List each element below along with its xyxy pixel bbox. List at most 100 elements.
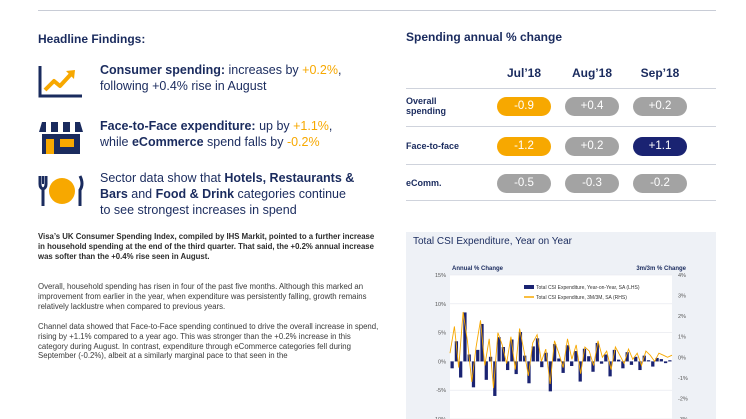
bar-yoy [463, 312, 467, 362]
bar-yoy [604, 354, 608, 362]
right-tick-label: -2% [678, 396, 688, 402]
right-tick-label: 4% [678, 273, 686, 279]
right-axis-title: 3m/3m % Change [636, 266, 686, 272]
body-paragraph-1: Overall, household spending has risen in… [38, 282, 367, 311]
bar-yoy [493, 361, 497, 396]
bar-yoy [480, 323, 484, 362]
bar-yoy [450, 361, 454, 369]
bar-yoy [595, 342, 599, 362]
value-badge: +0.4 [565, 97, 619, 116]
bar-yoy [638, 361, 642, 371]
value-badge: -0.9 [497, 97, 551, 116]
left-tick-label: 15% [435, 273, 446, 279]
row-label-face-to-face: Face-to-face [406, 141, 460, 151]
trend-up-chart-icon [36, 62, 86, 102]
legend-label-yoy: Total CSI Expenditure, Year-on-Year, SA … [536, 285, 640, 291]
value-badge: -0.3 [565, 174, 619, 193]
bar-yoy [540, 361, 544, 368]
top-divider [38, 10, 716, 11]
body-paragraph-2: Channel data showed that Face-to-Face sp… [38, 322, 379, 361]
right-tick-label: 2% [678, 314, 686, 320]
table-divider [406, 88, 716, 89]
bar-yoy [655, 357, 659, 362]
bar-yoy [651, 361, 655, 367]
bar-yoy [557, 358, 561, 362]
bar-yoy [582, 348, 587, 362]
bar-yoy [471, 361, 476, 388]
bar-yoy [591, 361, 595, 372]
value-badge: +1.1 [633, 137, 687, 156]
column-header-sep: Sep’18 [640, 66, 680, 80]
bar-yoy [484, 361, 488, 380]
table-divider [406, 126, 716, 127]
right-tick-label: 0% [678, 355, 686, 361]
finding-sectors: Sector data show that Hotels, Restaurant… [36, 170, 354, 218]
right-tick-label: -3% [678, 417, 688, 419]
right-tick-label: 3% [678, 294, 686, 300]
bar-yoy [668, 360, 672, 362]
legend-swatch-yoy [524, 285, 534, 289]
line-3m3m [449, 311, 673, 389]
bar-yoy [454, 341, 459, 362]
bar-yoy [659, 359, 663, 362]
bar-yoy [459, 361, 463, 378]
row-label-overall: Overall spending [406, 96, 446, 116]
bar-yoy [476, 349, 480, 362]
bar-yoy [608, 361, 612, 377]
column-header-jul: Jul’18 [506, 66, 542, 80]
bar-yoy [501, 347, 505, 362]
table-divider [406, 200, 716, 201]
bar-yoy [510, 339, 514, 362]
finding-face-to-face-text: Face-to-Face expenditure: up by +1.1%, w… [100, 119, 333, 149]
cutlery-plate-icon [36, 170, 86, 210]
bar-yoy [531, 346, 535, 362]
bar-yoy [634, 356, 638, 362]
row-label-ecomm: eComm. [406, 178, 442, 188]
bar-yoy [497, 337, 501, 362]
finding-face-to-face: Face-to-Face expenditure: up by +1.1%, w… [36, 118, 332, 158]
bar-yoy [544, 352, 548, 362]
bar-yoy [617, 359, 621, 362]
plot-area [450, 275, 672, 419]
bar-yoy [570, 361, 574, 367]
finding-consumer-spending-text: Consumer spending: increases by +0.2%, f… [100, 63, 342, 93]
left-tick-label: 5% [438, 331, 446, 337]
left-axis-title: Annual % Change [452, 266, 504, 272]
right-tick-label: -1% [678, 376, 688, 382]
spending-table-title: Spending annual % change [406, 30, 563, 44]
right-tick-label: 1% [678, 335, 686, 341]
chart-title: Total CSI Expenditure, Year on Year [413, 236, 573, 247]
bar-yoy [506, 361, 510, 371]
finding-consumer-spending: Consumer spending: increases by +0.2%, f… [36, 62, 341, 102]
value-badge: -0.5 [497, 174, 551, 193]
shop-storefront-icon [36, 118, 86, 158]
bar-yoy [599, 361, 604, 364]
finding-sectors-text: Sector data show that Hotels, Restaurant… [100, 171, 355, 217]
intro-paragraph: Visa’s UK Consumer Spending Index, compi… [38, 232, 375, 261]
csi-chart: Annual % Change 3m/3m % Change 15% 10% 5% 0… [433, 266, 688, 419]
value-badge: +0.2 [565, 137, 619, 156]
bar-yoy [612, 349, 616, 362]
bar-yoy [621, 361, 625, 369]
left-tick-label: -5% [436, 388, 446, 394]
bar-yoy [642, 355, 646, 362]
bar-yoy [552, 344, 557, 362]
column-header-aug: Aug’18 [571, 66, 612, 80]
headline-findings-title: Headline Findings: [38, 32, 146, 46]
table-divider [406, 164, 716, 165]
left-tick-label: 0% [438, 359, 446, 365]
bar-yoy [514, 361, 518, 375]
value-badge: -0.2 [633, 174, 687, 193]
bar-yoy [548, 361, 552, 392]
value-badge: +0.2 [633, 97, 687, 116]
bar-yoy [535, 338, 540, 362]
value-badge: -1.2 [497, 137, 551, 156]
bar-yoy [663, 361, 668, 364]
bar-yoy [574, 351, 578, 362]
left-tick-label: 10% [435, 302, 446, 308]
bar-yoy [518, 332, 523, 362]
bar-yoy [646, 360, 651, 362]
bar-yoy [625, 352, 629, 362]
bar-yoy [629, 361, 634, 365]
chart-legend: Total CSI Expenditure, Year-on-Year, SA … [524, 285, 640, 301]
